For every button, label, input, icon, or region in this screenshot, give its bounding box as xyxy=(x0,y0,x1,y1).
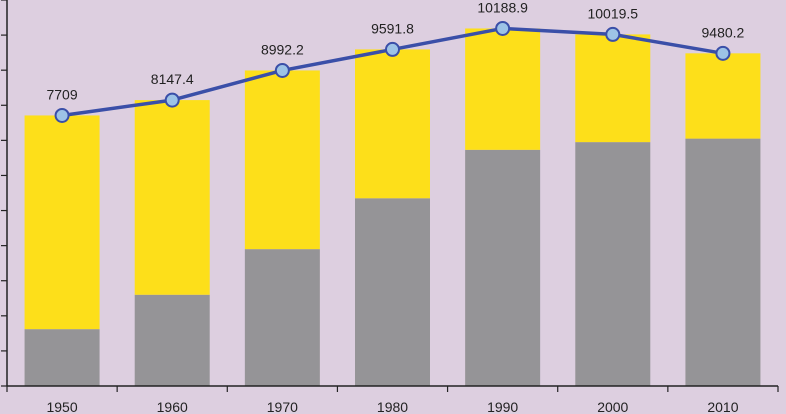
x-tick-label-2010: 2010 xyxy=(707,399,738,414)
bar-upper-2010 xyxy=(685,53,761,139)
data-label-1980: 9591.8 xyxy=(371,20,414,36)
x-tick-label-1960: 1960 xyxy=(157,399,188,414)
bars-layer xyxy=(24,28,761,386)
data-label-2000: 10019.5 xyxy=(587,5,638,21)
x-tick-label-1990: 1990 xyxy=(487,399,518,414)
bar-upper-1950 xyxy=(24,115,100,330)
bar-lower-2010 xyxy=(685,138,761,386)
line-point-2010 xyxy=(715,45,731,61)
bar-upper-2000 xyxy=(575,34,651,143)
bar-lower-1960 xyxy=(134,294,210,386)
line-layer xyxy=(54,20,731,123)
x-tick-label-1950: 1950 xyxy=(46,399,77,414)
x-tick-label-1980: 1980 xyxy=(377,399,408,414)
bar-upper-1960 xyxy=(134,100,210,295)
bar-lower-1970 xyxy=(244,249,320,386)
line-point-1970 xyxy=(274,62,290,78)
axes-layer xyxy=(1,0,779,392)
line-point-2000 xyxy=(605,26,621,42)
bar-lower-2000 xyxy=(575,142,651,386)
line-point-1990 xyxy=(495,20,511,36)
data-label-2010: 9480.2 xyxy=(702,24,745,40)
data-label-1960: 8147.4 xyxy=(151,71,194,87)
data-label-1990: 10188.9 xyxy=(477,0,528,15)
bar-lower-1950 xyxy=(24,329,100,386)
bar-upper-1980 xyxy=(355,49,430,199)
data-label-1970: 8992.2 xyxy=(261,41,304,57)
bar-lower-1980 xyxy=(355,198,430,386)
line-point-1980 xyxy=(385,41,400,57)
bar-lower-1990 xyxy=(465,149,541,386)
line-point-1950 xyxy=(54,107,70,123)
data-label-1950: 7709 xyxy=(46,86,77,102)
x-tick-label-2000: 2000 xyxy=(597,399,628,414)
bar-upper-1990 xyxy=(465,28,541,150)
x-tick-label-1970: 1970 xyxy=(267,399,298,414)
line-point-1960 xyxy=(164,92,180,108)
labels-layer: 1950 1960 1970 1980 1990 2000 2010 7709 8147.4 89… xyxy=(46,0,744,414)
bar-upper-1970 xyxy=(244,70,320,250)
